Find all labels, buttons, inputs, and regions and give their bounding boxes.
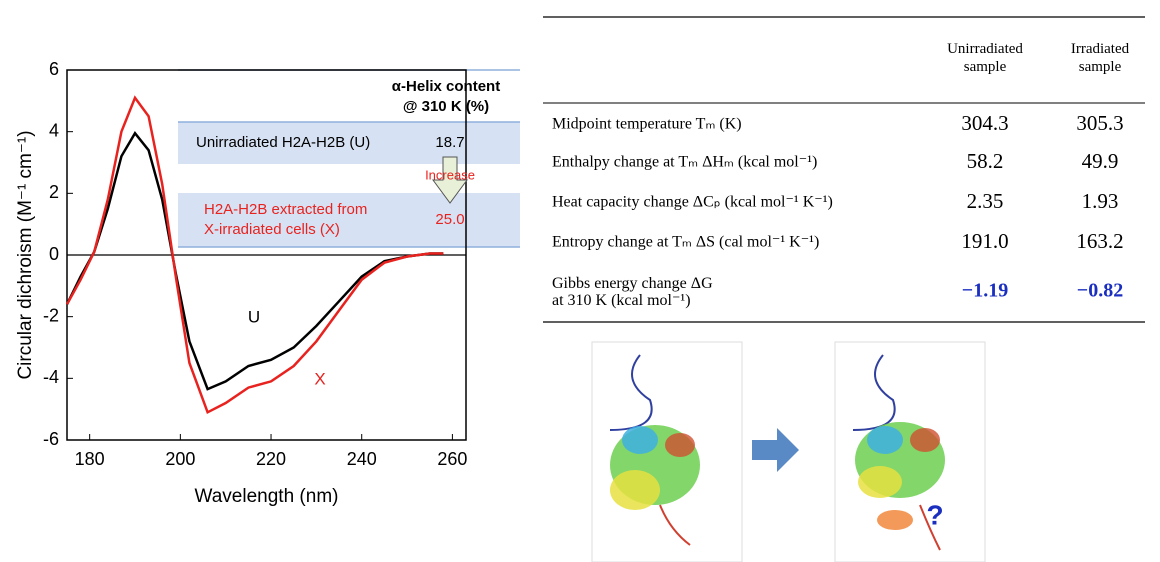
x-axis-label: Wavelength (nm) <box>195 486 339 507</box>
table-row-label: Entropy change at Tₘ ΔS (cal mol⁻¹ K⁻¹) <box>552 234 819 251</box>
inset-row: Unirradiated H2A-H2B (U) <box>196 134 370 151</box>
table-cell: 1.93 <box>1082 189 1119 213</box>
inset-value: 25.0 <box>435 211 464 228</box>
inset-value: 18.7 <box>435 134 464 151</box>
arrow <box>752 428 799 472</box>
series-label: U <box>248 307 260 326</box>
table-header-line: sample <box>1079 59 1122 75</box>
figure: ? -6 -4 -2 0 2 4 6 180 200 220 240 260 Wavelength (n… <box>0 0 1160 562</box>
x-tick-label: 180 <box>75 449 105 469</box>
question-mark: ? <box>926 499 943 530</box>
y-tick-label: 6 <box>49 59 59 79</box>
table-cell: 58.2 <box>967 149 1004 173</box>
protein-image-left <box>592 342 742 562</box>
x-tick-label: 240 <box>347 449 377 469</box>
table-cell: 304.3 <box>961 111 1008 135</box>
y-tick-label: -6 <box>43 429 59 449</box>
inset-arrow-label: Increase <box>425 167 475 182</box>
y-tick-label: -2 <box>43 305 59 325</box>
table-cell: 2.35 <box>967 189 1004 213</box>
table-header-line: sample <box>964 59 1007 75</box>
series-label: X <box>314 369 325 388</box>
figure-canvas: ? -6 -4 -2 0 2 4 6 180 200 220 240 260 Wavelength (n… <box>0 0 1160 562</box>
y-tick-label: 0 <box>49 244 59 264</box>
table-header-line: Irradiated <box>1071 41 1130 57</box>
table-row-label: Heat capacity change ΔCₚ (kcal mol⁻¹ K⁻¹… <box>552 194 833 211</box>
table-row-label-line: at 310 K (kcal mol⁻¹) <box>552 292 691 309</box>
table-cell: 305.3 <box>1076 111 1123 135</box>
table-row-label-line: Gibbs energy change ΔG <box>552 275 713 292</box>
table-cell: 163.2 <box>1076 229 1123 253</box>
x-tick-label: 200 <box>165 449 195 469</box>
table-row-label: Midpoint temperature Tₘ (K) <box>552 116 742 133</box>
inset-title: α-Helix content <box>392 78 500 95</box>
x-tick-label: 220 <box>256 449 286 469</box>
table-header-line: Unirradiated <box>947 41 1023 57</box>
table-cell: −0.82 <box>1077 280 1123 302</box>
table-header: Unirradiated sample <box>947 41 1023 75</box>
inset-title: @ 310 K (%) <box>403 98 489 115</box>
y-tick-label: 4 <box>49 120 59 140</box>
x-tick-label: 260 <box>437 449 467 469</box>
table-cell: 191.0 <box>961 229 1008 253</box>
table-row-label: Enthalpy change at Tₘ ΔHₘ (kcal mol⁻¹) <box>552 154 817 171</box>
table-cell: 49.9 <box>1082 149 1119 173</box>
inset-row: H2A-H2B extracted from <box>204 201 367 218</box>
protein-image-right <box>835 342 985 562</box>
y-tick-label: 2 <box>49 182 59 202</box>
y-tick-label: -4 <box>43 367 59 387</box>
table-cell: −1.19 <box>962 280 1008 302</box>
inset-row: X-irradiated cells (X) <box>204 221 340 238</box>
y-axis-label: Circular dichroism (M⁻¹ cm⁻¹) <box>15 130 36 379</box>
table-header: Irradiated sample <box>1071 41 1130 75</box>
